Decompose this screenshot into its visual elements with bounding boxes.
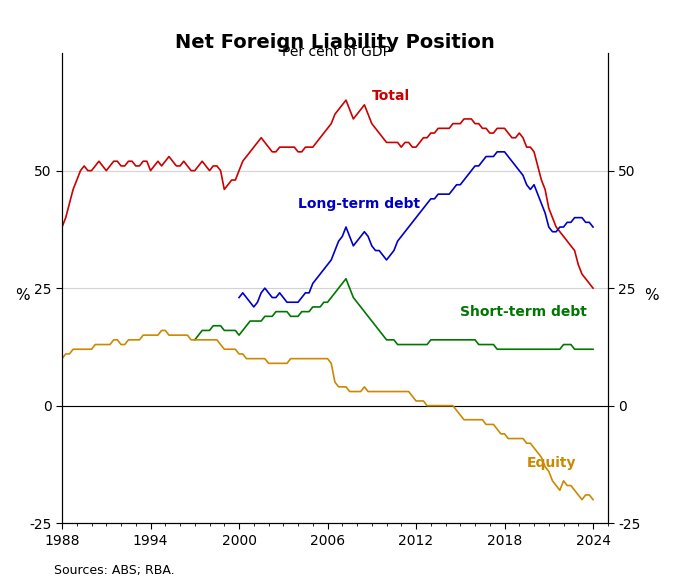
Text: Equity: Equity	[526, 456, 576, 470]
Text: Per cent of GDP: Per cent of GDP	[282, 45, 392, 59]
Title: Net Foreign Liability Position: Net Foreign Liability Position	[175, 33, 495, 52]
Y-axis label: %: %	[15, 288, 30, 303]
Text: Long-term debt: Long-term debt	[298, 197, 420, 211]
Text: Total: Total	[372, 89, 410, 103]
Text: Sources: ABS; RBA.: Sources: ABS; RBA.	[54, 564, 175, 577]
Text: Short-term debt: Short-term debt	[460, 305, 587, 319]
Y-axis label: %: %	[644, 288, 659, 303]
